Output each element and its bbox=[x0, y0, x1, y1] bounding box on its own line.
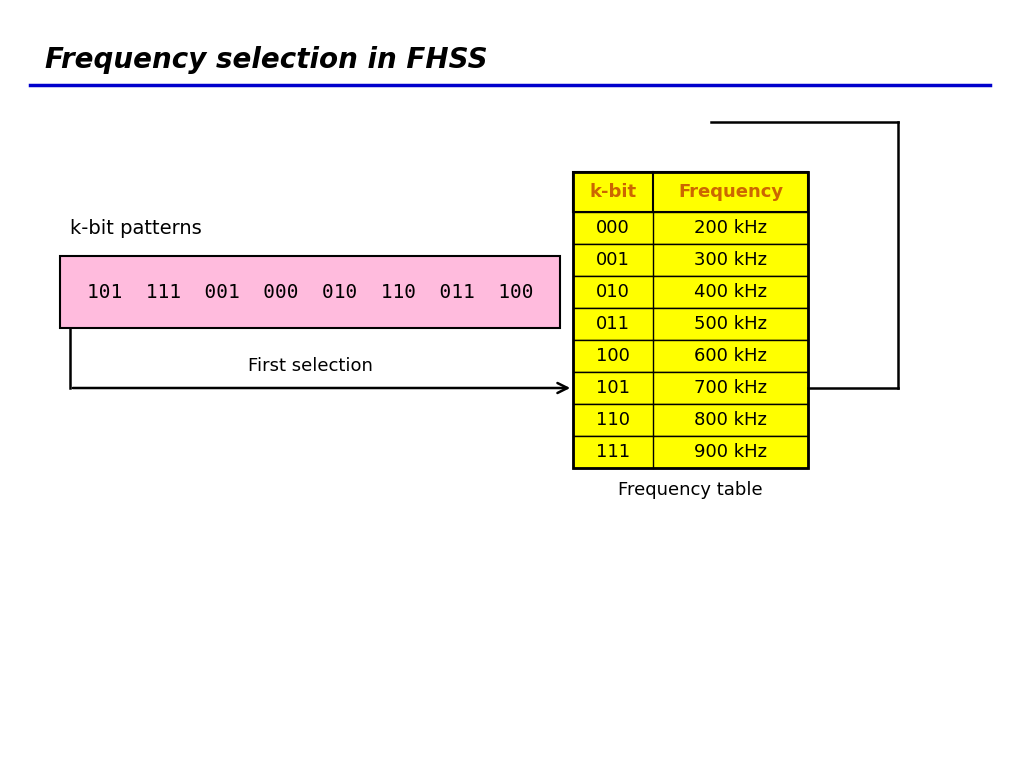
Bar bbox=[573, 276, 808, 308]
Text: 111: 111 bbox=[596, 443, 630, 461]
Text: 700 kHz: 700 kHz bbox=[694, 379, 767, 397]
Bar bbox=[573, 212, 808, 244]
Text: 001: 001 bbox=[596, 251, 630, 269]
Text: 010: 010 bbox=[596, 283, 630, 301]
Text: 500 kHz: 500 kHz bbox=[694, 315, 767, 333]
Text: 600 kHz: 600 kHz bbox=[694, 347, 767, 365]
Text: 000: 000 bbox=[596, 219, 630, 237]
Bar bbox=[573, 244, 808, 276]
Text: First selection: First selection bbox=[248, 357, 373, 375]
Text: Frequency selection in FHSS: Frequency selection in FHSS bbox=[45, 46, 487, 74]
Bar bbox=[573, 172, 808, 212]
Text: 100: 100 bbox=[596, 347, 630, 365]
Text: 400 kHz: 400 kHz bbox=[694, 283, 767, 301]
Bar bbox=[573, 404, 808, 436]
Bar bbox=[573, 436, 808, 468]
Bar bbox=[573, 340, 808, 372]
Bar bbox=[573, 372, 808, 404]
Text: Frequency: Frequency bbox=[678, 183, 783, 201]
Bar bbox=[60, 256, 560, 328]
Bar bbox=[573, 308, 808, 340]
Text: k-bit: k-bit bbox=[590, 183, 637, 201]
Text: Frequency table: Frequency table bbox=[618, 481, 763, 499]
Text: 101: 101 bbox=[596, 379, 630, 397]
Text: 011: 011 bbox=[596, 315, 630, 333]
Text: k-bit patterns: k-bit patterns bbox=[70, 219, 202, 237]
Text: 200 kHz: 200 kHz bbox=[694, 219, 767, 237]
Text: 110: 110 bbox=[596, 411, 630, 429]
Bar bbox=[573, 172, 808, 468]
Text: 101  111  001  000  010  110  011  100: 101 111 001 000 010 110 011 100 bbox=[87, 283, 534, 302]
Text: 800 kHz: 800 kHz bbox=[694, 411, 767, 429]
Text: 900 kHz: 900 kHz bbox=[694, 443, 767, 461]
Text: 300 kHz: 300 kHz bbox=[694, 251, 767, 269]
